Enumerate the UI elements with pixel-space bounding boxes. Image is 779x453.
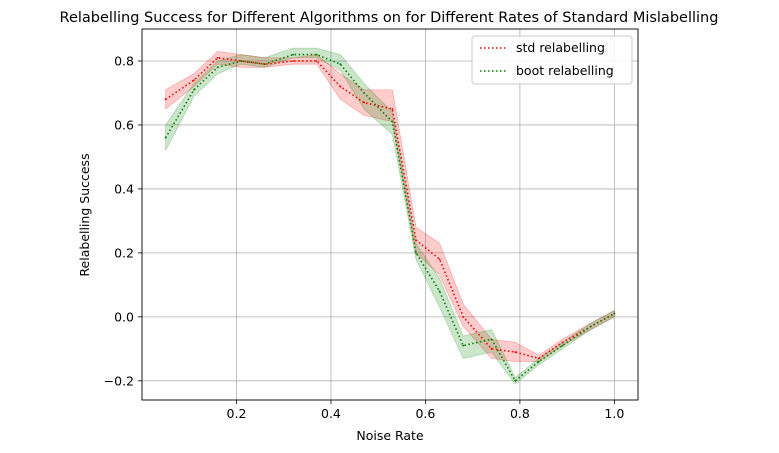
data-point-std-relabelling xyxy=(292,60,295,62)
data-point-boot-relabelling xyxy=(193,88,195,91)
legend-label-std-relabelling: std relabelling xyxy=(516,40,605,55)
y-axis-label: Relabelling Success xyxy=(77,153,92,276)
data-point-std-relabelling xyxy=(490,347,493,350)
plot-background xyxy=(142,29,638,400)
data-point-boot-relabelling xyxy=(339,63,342,66)
y-axis-ticks: −0.2 0.0 0.2 0.4 0.6 0.8 xyxy=(104,53,142,388)
data-point-boot-relabelling xyxy=(514,379,517,382)
data-point-std-relabelling xyxy=(363,101,365,104)
data-point-boot-relabelling xyxy=(216,66,219,69)
data-point-std-relabelling xyxy=(216,56,219,59)
data-point-std-relabelling xyxy=(514,351,517,353)
data-point-std-relabelling xyxy=(462,315,465,318)
data-point-boot-relabelling xyxy=(537,360,540,363)
plot-frame xyxy=(141,28,639,401)
chart-title: Relabelling Success for Different Algori… xyxy=(60,10,719,26)
y-tick-label: 0.2 xyxy=(114,245,134,260)
data-point-boot-relabelling xyxy=(561,344,564,347)
x-tick-label: 0.6 xyxy=(415,406,435,421)
data-point-boot-relabelling xyxy=(415,251,417,254)
data-point-std-relabelling xyxy=(164,98,167,101)
data-point-boot-relabelling xyxy=(292,53,295,56)
data-point-boot-relabelling xyxy=(462,344,465,347)
y-tick-label: 0.0 xyxy=(114,309,134,324)
data-point-std-relabelling xyxy=(193,79,195,82)
data-point-boot-relabelling xyxy=(613,312,616,315)
y-tick-label: 0.8 xyxy=(114,53,134,68)
data-point-std-relabelling xyxy=(537,357,540,360)
data-point-boot-relabelling xyxy=(240,60,243,62)
data-point-std-relabelling xyxy=(561,341,564,344)
x-axis-label: Noise Rate xyxy=(356,428,424,443)
x-tick-label: 0.8 xyxy=(510,406,530,421)
y-tick-label: −0.2 xyxy=(104,373,134,388)
data-point-boot-relabelling xyxy=(164,136,167,139)
x-tick-label: 0.2 xyxy=(227,406,247,421)
data-point-std-relabelling xyxy=(415,239,417,241)
confidence-band-boot-relabelling xyxy=(165,47,615,385)
data-point-boot-relabelling xyxy=(263,63,266,66)
x-tick-label: 1.0 xyxy=(604,406,624,421)
legend: std relabelling boot relabelling xyxy=(471,35,633,85)
x-axis-ticks: 0.2 0.4 0.6 0.8 1.0 xyxy=(227,400,624,421)
y-tick-label: 0.6 xyxy=(114,117,134,132)
data-point-std-relabelling xyxy=(438,258,441,261)
data-point-boot-relabelling xyxy=(438,290,441,293)
legend-label-boot-relabelling: boot relabelling xyxy=(516,63,614,78)
confidence-band-std-relabelling xyxy=(165,50,615,363)
x-tick-label: 0.4 xyxy=(321,406,341,421)
y-tick-label: 0.4 xyxy=(114,181,134,196)
data-point-boot-relabelling xyxy=(391,120,394,123)
series-lines xyxy=(164,53,616,383)
data-point-boot-relabelling xyxy=(363,92,365,94)
data-point-boot-relabelling xyxy=(589,325,592,328)
data-point-std-relabelling xyxy=(315,60,318,62)
data-point-boot-relabelling xyxy=(490,338,493,341)
confidence-bands xyxy=(165,47,615,385)
data-point-std-relabelling xyxy=(391,108,394,110)
data-point-std-relabelling xyxy=(339,85,342,88)
legend-box xyxy=(471,35,633,85)
data-point-boot-relabelling xyxy=(315,53,318,56)
